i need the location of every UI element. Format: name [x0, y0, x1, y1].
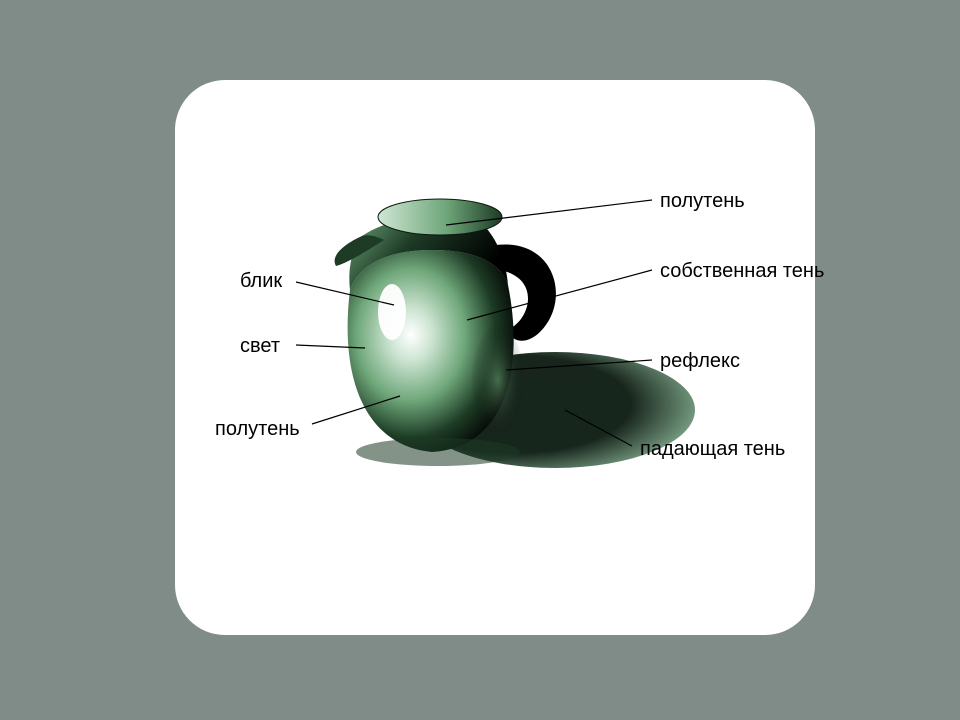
slide-background: блик свет полутень полутень собственная …: [0, 0, 960, 720]
line-own-shadow: [467, 270, 652, 320]
label-own-shadow: собственная тень: [660, 260, 824, 283]
label-blik: блик: [240, 270, 282, 293]
line-reflex: [506, 360, 652, 370]
label-poluten-left: полутень: [215, 418, 300, 441]
line-poluten-top: [446, 200, 652, 225]
line-poluten-left: [312, 396, 400, 424]
line-cast-shadow: [565, 410, 632, 446]
label-reflex: рефлекс: [660, 350, 740, 373]
line-svet: [296, 345, 365, 348]
leader-lines: [0, 0, 960, 720]
line-blik: [296, 282, 394, 305]
label-svet: свет: [240, 335, 280, 358]
label-cast-shadow: падающая тень: [640, 438, 785, 461]
label-poluten-top: полутень: [660, 190, 745, 213]
